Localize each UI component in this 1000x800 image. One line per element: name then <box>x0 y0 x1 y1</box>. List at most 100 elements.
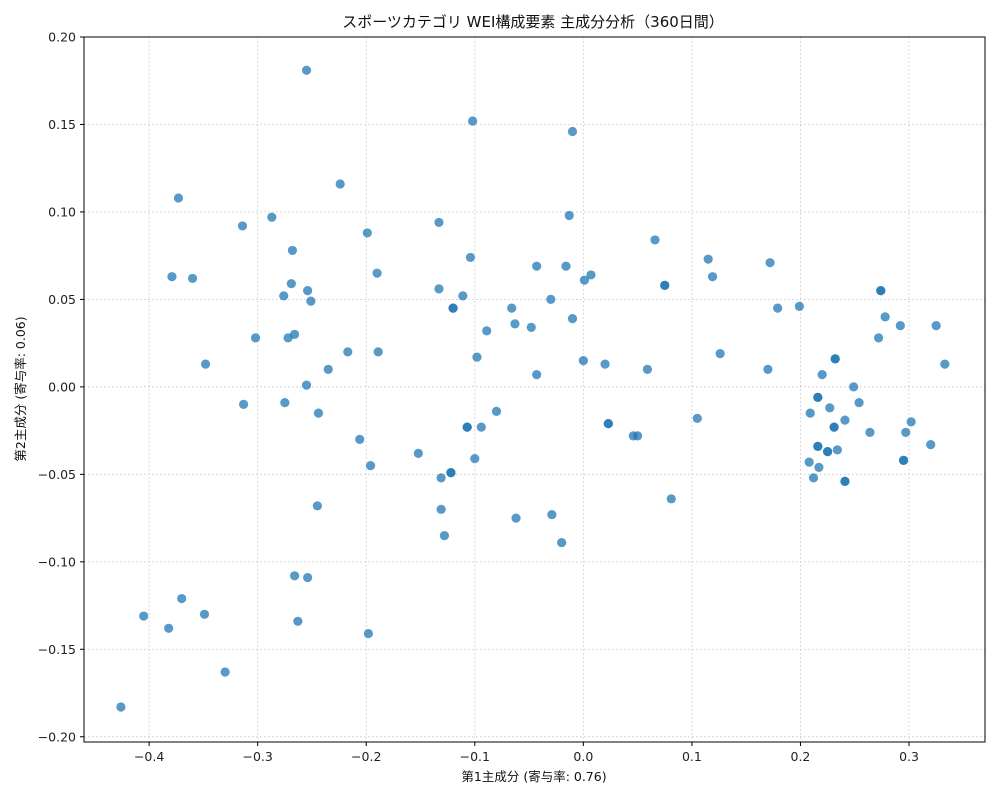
data-point <box>849 382 859 392</box>
x-tick-label: −0.3 <box>243 749 273 764</box>
data-point <box>829 422 839 432</box>
data-point <box>650 235 660 245</box>
x-tick-label: 0.0 <box>573 749 593 764</box>
data-point <box>470 454 480 464</box>
data-point <box>603 419 613 429</box>
data-point <box>434 284 444 294</box>
data-point <box>363 628 374 639</box>
data-point <box>116 702 126 712</box>
data-point <box>373 347 383 357</box>
y-axis-ticks: −0.20 −0.15 −0.10 −0.05 0.00 0.05 0.10 0.15 0.20 <box>38 30 84 744</box>
data-point <box>173 193 184 203</box>
x-tick-label: 0.1 <box>682 749 702 764</box>
data-point <box>926 440 936 450</box>
y-tick-label: −0.05 <box>38 467 76 482</box>
y-axis-label: 第2主成分 (寄与率: 0.06) <box>13 316 28 461</box>
data-point <box>715 349 725 359</box>
data-point <box>832 445 842 455</box>
data-point <box>301 380 312 390</box>
data-point <box>301 65 312 75</box>
data-point <box>510 319 520 329</box>
data-point <box>931 321 941 331</box>
data-point <box>822 447 833 457</box>
data-point <box>220 667 230 677</box>
data-point <box>280 398 290 408</box>
y-tick-label: −0.15 <box>38 642 76 657</box>
data-point <box>413 448 423 458</box>
data-point <box>804 457 814 467</box>
data-point <box>511 513 521 523</box>
plot-frame <box>83 36 986 743</box>
data-point <box>436 504 446 514</box>
data-point <box>439 530 449 541</box>
data-point <box>372 268 382 278</box>
data-point <box>660 280 670 291</box>
y-tick-label: 0.15 <box>48 117 76 132</box>
data-point <box>139 611 149 621</box>
data-point <box>293 616 303 626</box>
data-point <box>448 303 458 313</box>
data-point <box>586 270 596 280</box>
data-point <box>313 408 324 418</box>
data-point <box>323 364 333 374</box>
data-point <box>567 314 578 324</box>
data-point <box>567 126 578 137</box>
data-point <box>476 422 486 432</box>
data-point <box>362 228 372 238</box>
data-point <box>865 427 875 437</box>
data-point <box>177 593 187 604</box>
data-point <box>880 312 890 322</box>
data-point <box>200 359 211 369</box>
data-point <box>434 217 444 228</box>
data-point <box>817 370 827 380</box>
data-point <box>557 537 567 548</box>
data-point <box>446 467 456 478</box>
data-point <box>472 352 482 362</box>
data-point <box>491 406 502 416</box>
data-point <box>164 623 174 633</box>
data-point <box>898 455 909 465</box>
data-point <box>765 258 775 268</box>
data-point <box>794 301 804 312</box>
y-tick-label: 0.00 <box>48 379 76 394</box>
data-point <box>289 571 300 581</box>
data-point <box>579 275 590 285</box>
data-point <box>365 460 376 471</box>
y-tick-label: 0.05 <box>48 292 76 307</box>
data-point <box>561 261 571 271</box>
x-tick-label: −0.1 <box>460 749 490 764</box>
x-tick-label: 0.2 <box>791 749 811 764</box>
data-point <box>286 279 296 289</box>
data-point <box>465 252 476 263</box>
data-point <box>167 272 177 282</box>
data-point <box>703 254 713 264</box>
data-point <box>578 356 588 366</box>
data-point <box>940 359 950 369</box>
y-tick-label: −0.10 <box>38 554 76 569</box>
data-point <box>825 403 835 413</box>
grid-lines <box>84 36 985 742</box>
data-point <box>564 210 574 221</box>
data-point <box>279 291 289 301</box>
data-point <box>507 303 517 313</box>
data-point <box>355 434 365 444</box>
data-point <box>628 431 638 441</box>
data-point <box>642 364 652 374</box>
data-point <box>267 212 277 222</box>
x-tick-label: −0.4 <box>134 749 164 764</box>
data-point <box>436 473 446 483</box>
y-tick-label: −0.20 <box>38 729 76 744</box>
data-point <box>238 399 249 409</box>
data-point <box>707 272 718 282</box>
chart-title: スポーツカテゴリ WEI構成要素 主成分分析（360日間） <box>342 13 724 31</box>
data-point <box>830 354 840 364</box>
data-point <box>808 473 819 483</box>
data-point <box>692 413 702 423</box>
data-point <box>303 286 313 296</box>
data-point <box>773 303 783 313</box>
data-point <box>306 296 316 306</box>
x-tick-label: −0.2 <box>351 749 381 764</box>
data-point <box>199 609 210 619</box>
data-point <box>813 441 823 451</box>
data-point <box>813 392 823 402</box>
